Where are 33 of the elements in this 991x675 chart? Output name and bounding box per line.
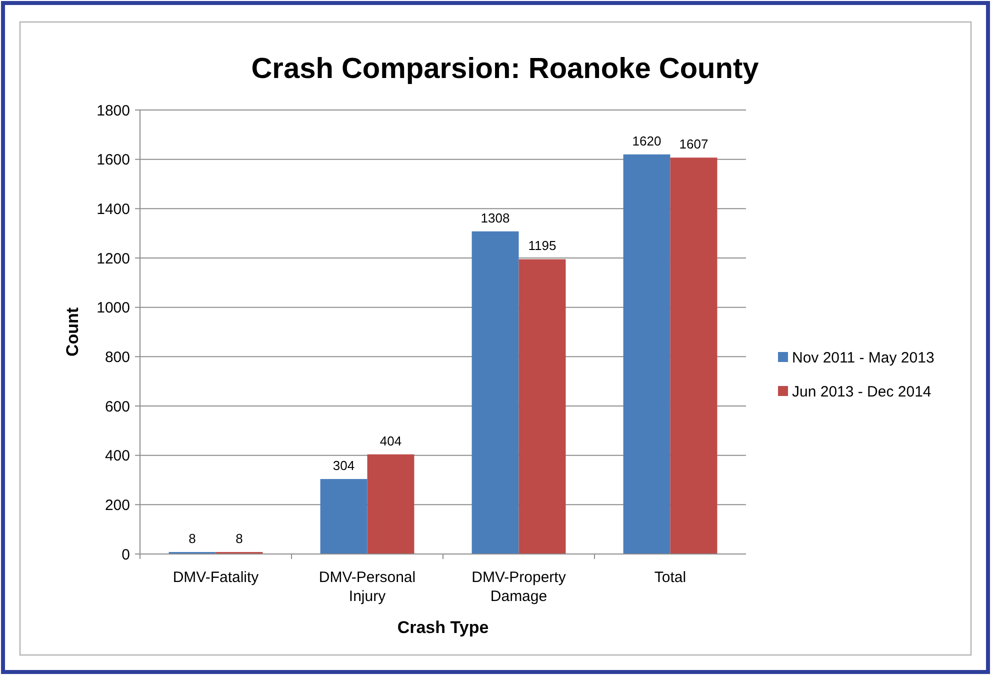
data-label: 304 — [332, 458, 355, 474]
y-tick-label: 600 — [104, 398, 130, 416]
y-tick-label: 800 — [104, 348, 130, 366]
legend-label: Nov 2011 - May 2013 — [792, 349, 934, 366]
data-label: 1620 — [632, 133, 662, 148]
data-label: 8 — [188, 531, 196, 546]
legend-label: Jun 2013 - Dec 2014 — [792, 383, 932, 400]
bar — [320, 479, 368, 554]
bar — [367, 454, 414, 554]
chart-title: Crash Comparsion: Roanoke County — [251, 53, 759, 85]
bar — [518, 259, 566, 554]
data-label: 8 — [236, 531, 243, 546]
bar — [623, 154, 670, 554]
y-tick-label: 1400 — [96, 200, 130, 218]
y-axis-title: Count — [63, 307, 82, 357]
x-axis-title: Crash Type — [397, 618, 489, 637]
data-label: 404 — [380, 433, 402, 448]
data-label: 1607 — [679, 136, 708, 152]
y-tick-label: 0 — [122, 546, 130, 564]
y-tick-label: 1600 — [96, 152, 130, 169]
x-tick-label: DMV-Personal Injury — [318, 569, 416, 605]
x-tick-label: DMV-Fatality — [172, 569, 260, 586]
data-label: 1195 — [528, 238, 556, 254]
y-tick-label: 400 — [104, 448, 130, 465]
y-tick-label: 1200 — [96, 250, 130, 268]
bar — [472, 231, 519, 554]
bar — [670, 158, 718, 554]
y-tick-label: 200 — [104, 496, 130, 514]
x-tick-label: Total — [654, 569, 686, 586]
data-label: 1308 — [480, 210, 510, 226]
x-tick-label: DMV-Property Damage — [472, 569, 566, 605]
y-tick-label: 1000 — [96, 300, 130, 317]
y-tick-label: 1800 — [96, 102, 130, 120]
